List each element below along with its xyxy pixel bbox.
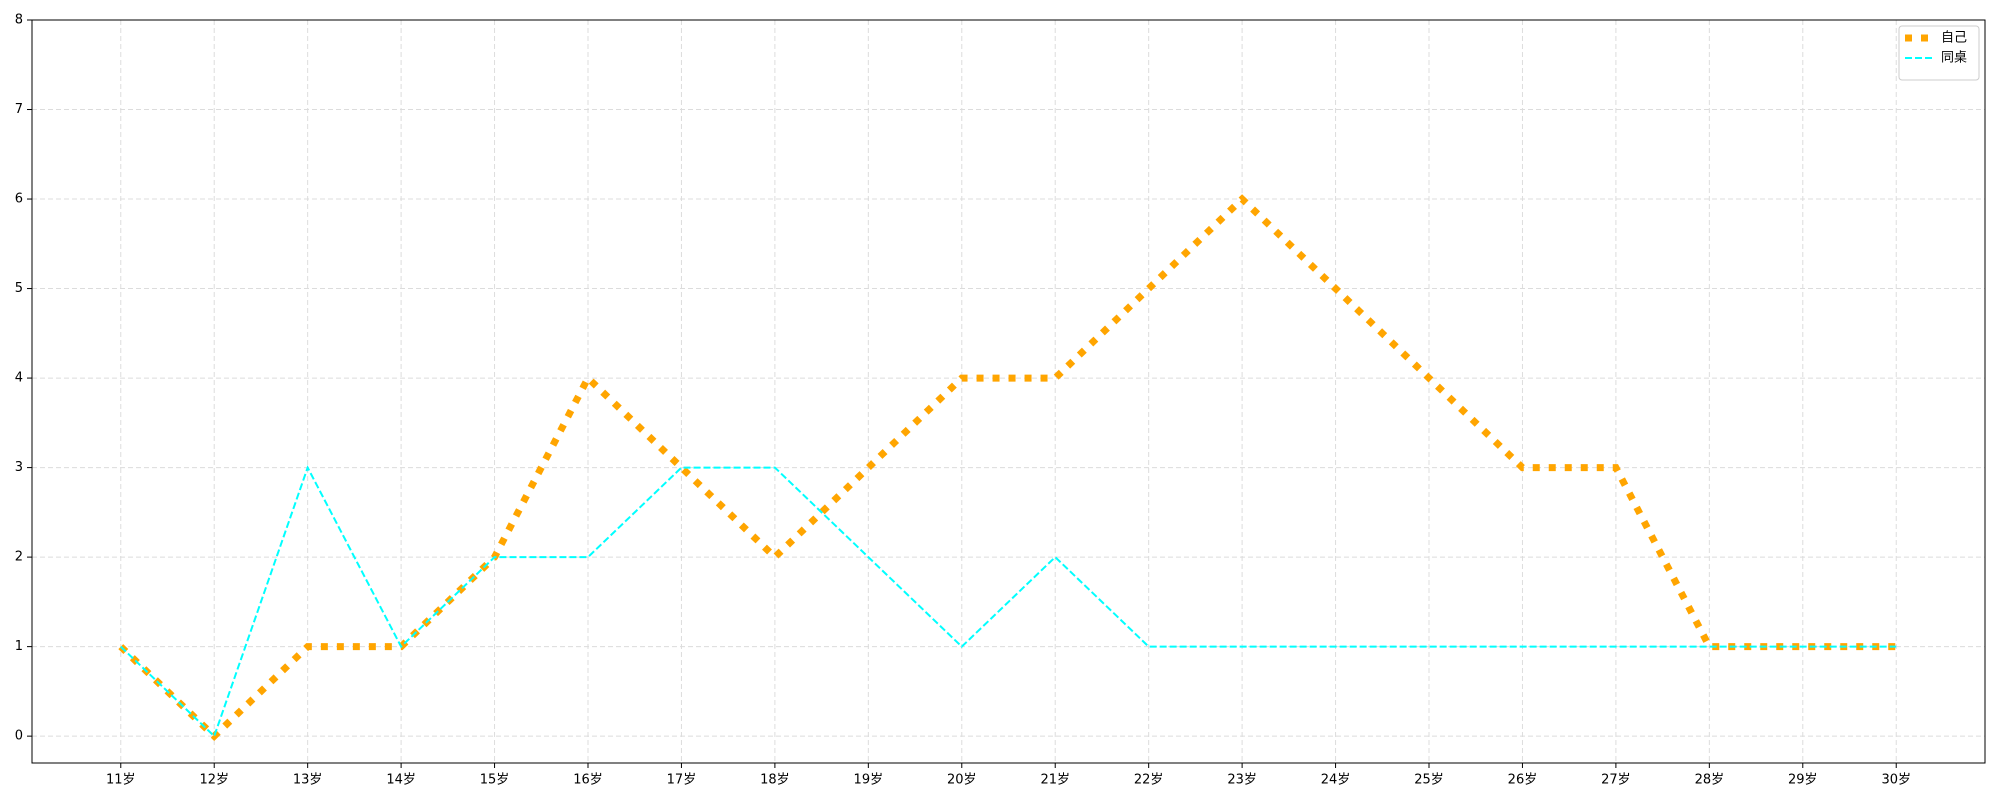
legend-box [1898,25,1980,81]
x-tick-label: 28岁 [1695,773,1725,788]
series-line [120,465,1897,738]
x-tick-label: 25岁 [1414,773,1444,788]
x-tick-label: 21岁 [1040,773,1070,788]
x-tick-label: 13岁 [293,773,323,788]
legend-label: 同桌 [1941,51,1967,66]
y-tick-label: 6 [15,192,23,207]
x-tick-label: 16岁 [573,773,603,788]
x-tick-label: 15岁 [480,773,510,788]
plot-frame [31,19,1986,764]
y-tick-label: 1 [15,639,23,654]
x-tick-label: 18岁 [760,773,790,788]
y-tick-label: 7 [15,102,23,117]
x-tick-label: 19岁 [854,773,884,788]
x-tick-label: 11岁 [106,773,136,788]
x-tick-label: 20岁 [947,773,977,788]
x-tick-label: 14岁 [386,773,416,788]
x-tick-label: 29岁 [1788,773,1818,788]
legend-label: 自己 [1941,31,1967,46]
x-tick-label: 26岁 [1508,773,1538,788]
y-tick-label: 5 [15,281,23,296]
x-tick-label: 22岁 [1134,773,1164,788]
y-tick-label: 3 [15,460,23,475]
x-tick-label: 24岁 [1321,773,1351,788]
x-tick-label: 27岁 [1601,773,1631,788]
y-tick-label: 4 [15,371,23,386]
x-tick-label: 23岁 [1227,773,1257,788]
y-tick-label: 2 [15,550,23,565]
y-tick-label: 8 [15,13,23,28]
x-tick-label: 30岁 [1881,773,1911,788]
y-tick-label: 0 [15,729,23,744]
x-tick-label: 17岁 [667,773,697,788]
series-line [118,194,1897,741]
x-tick-label: 12岁 [199,773,229,788]
